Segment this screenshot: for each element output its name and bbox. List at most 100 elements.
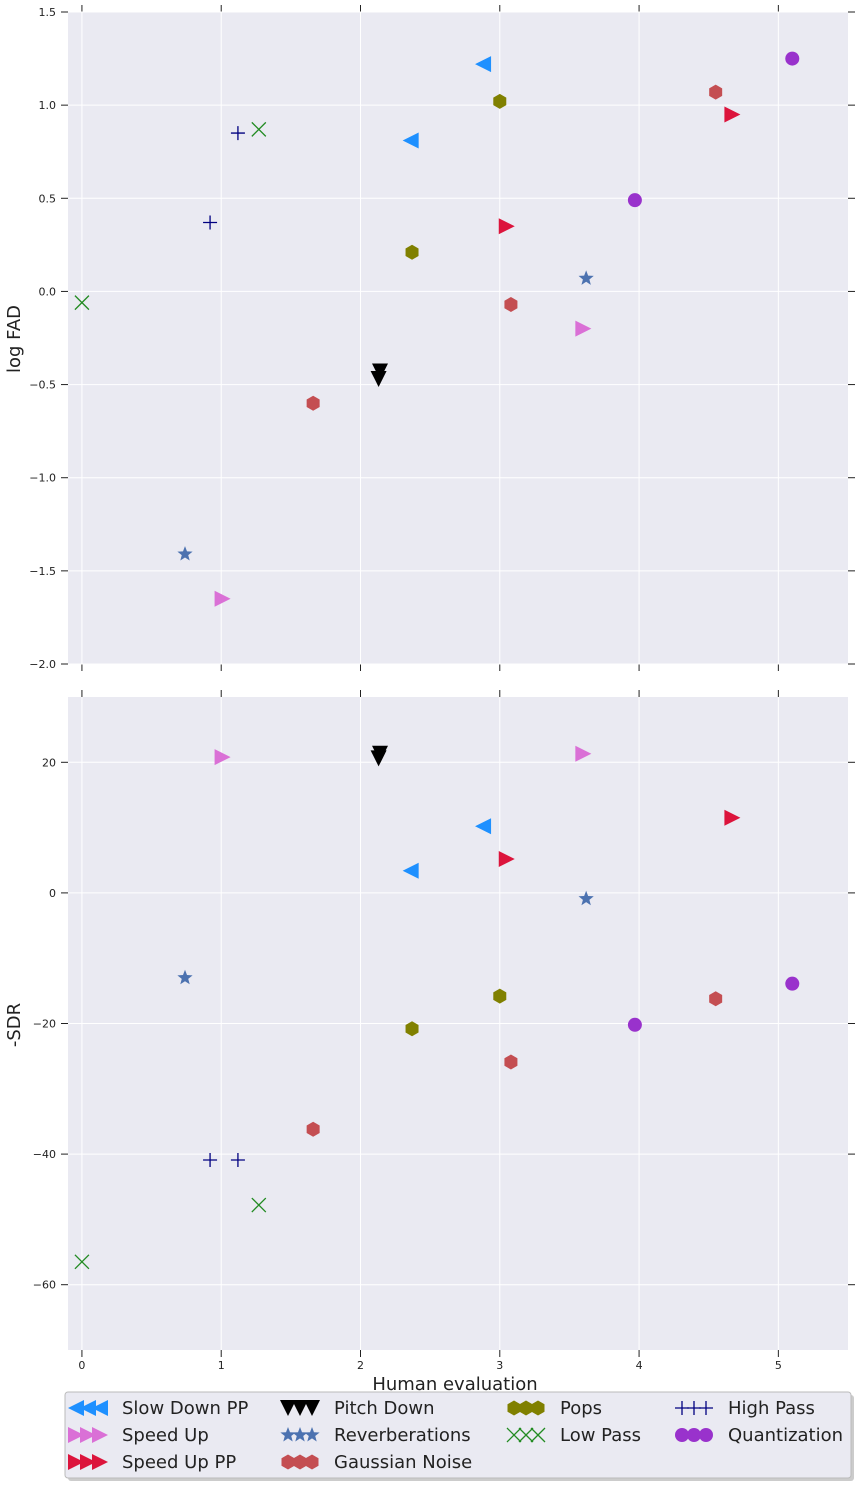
legend-label-pops: Pops	[560, 1398, 602, 1419]
legend-marker-pops	[531, 1400, 545, 1416]
legend-marker-speed-up	[68, 1427, 84, 1443]
y-tick-label: 0.5	[39, 192, 57, 205]
y-tick-label: −1.5	[29, 565, 56, 578]
legend-label-gaussian-noise: Gaussian Noise	[334, 1452, 472, 1473]
legend-marker-high-pass	[687, 1401, 701, 1415]
legend-label-speed-up-pp: Speed Up PP	[122, 1452, 236, 1473]
legend-marker-high-pass	[699, 1401, 713, 1415]
legend-marker-pops	[507, 1400, 521, 1416]
data-point-quantization	[627, 1017, 642, 1032]
legend-marker-reverberations	[280, 1427, 296, 1442]
y-axis-title-log-fad: log FAD	[4, 305, 25, 373]
legend-marker-high-pass	[675, 1401, 689, 1415]
y-tick-label: −20	[33, 1018, 56, 1031]
data-point-speed-up-pp	[724, 809, 741, 826]
legend-marker-pitch-down	[304, 1400, 320, 1416]
legend-marker-slow-down-pp	[80, 1400, 96, 1416]
x-tick-label: 3	[496, 1359, 503, 1372]
data-point-speed-up	[214, 749, 231, 766]
legend-marker-speed-up-pp	[92, 1454, 108, 1470]
legend: Slow Down PP Speed Up Speed Up PP Pitch Dow…	[64, 1391, 854, 1481]
data-point-gaussian-noise	[306, 395, 320, 411]
data-point-pops	[493, 988, 507, 1004]
data-point-reverberations	[177, 546, 193, 561]
data-point-slow-down-pp	[402, 862, 419, 879]
legend-marker-speed-up-pp	[68, 1454, 84, 1470]
legend-marker-quantization	[687, 1428, 701, 1442]
data-point-speed-up-pp	[498, 850, 515, 867]
legend-marker-gaussian-noise	[293, 1454, 307, 1470]
data-point-high-pass	[203, 1152, 218, 1167]
data-point-low-pass	[74, 295, 90, 311]
data-point-quantization	[627, 193, 642, 208]
legend-marker-slow-down-pp	[68, 1400, 84, 1416]
legend-marker-low-pass	[530, 1427, 546, 1443]
data-point-speed-up-pp	[724, 106, 741, 123]
x-axis-title: Human evaluation	[372, 1374, 537, 1395]
data-point-speed-up-pp	[498, 218, 515, 235]
y-tick-label: −60	[33, 1279, 56, 1292]
legend-marker-pitch-down	[292, 1400, 308, 1416]
legend-label-quantization: Quantization	[728, 1425, 843, 1446]
data-point-speed-up	[214, 590, 231, 607]
y-tick-label: −40	[33, 1148, 56, 1161]
legend-marker-quantization	[699, 1428, 713, 1442]
data-point-low-pass	[251, 1197, 267, 1213]
legend-label-low-pass: Low Pass	[560, 1425, 641, 1446]
data-point-reverberations	[578, 270, 594, 285]
x-tick-label: 0	[78, 1359, 85, 1372]
y-tick-label: 0	[49, 887, 56, 900]
data-point-pitch-down	[370, 750, 387, 767]
data-point-pops	[405, 244, 419, 260]
legend-label-pitch-down: Pitch Down	[334, 1398, 435, 1419]
x-tick-label: 2	[357, 1359, 364, 1372]
data-point-high-pass	[203, 215, 218, 230]
data-point-gaussian-noise	[709, 991, 723, 1007]
legend-marker-speed-up-pp	[80, 1454, 96, 1470]
legend-box	[64, 1391, 852, 1479]
legend-marker-gaussian-noise	[305, 1454, 319, 1470]
data-point-reverberations	[177, 969, 193, 985]
data-point-reverberations	[578, 890, 594, 906]
data-point-slow-down-pp	[475, 818, 492, 835]
data-point-gaussian-noise	[306, 1121, 320, 1137]
y-tick-label: −2.0	[29, 658, 56, 671]
legend-marker-reverberations	[304, 1427, 320, 1442]
legend-label-reverberations: Reverberations	[334, 1425, 471, 1446]
data-point-high-pass	[230, 1152, 245, 1167]
legend-label-speed-up: Speed Up	[122, 1425, 209, 1446]
legend-marker-quantization	[675, 1428, 689, 1442]
data-point-quantization	[785, 51, 800, 66]
data-point-speed-up	[575, 320, 592, 337]
legend-label-high-pass: High Pass	[728, 1398, 815, 1419]
y-axis-title-neg-sdr: -SDR	[4, 1003, 25, 1047]
y-tick-label: 20	[42, 756, 56, 769]
panel-log-fad: 1.5 1.0 0.5 0.0 −0.5 −1.0 −1.5 −2.0	[29, 5, 855, 671]
x-tick-label: 5	[775, 1359, 782, 1372]
y-tick-label: 1.5	[39, 6, 57, 19]
x-tick-label: 4	[636, 1359, 643, 1372]
data-point-low-pass	[74, 1254, 90, 1270]
data-point-slow-down-pp	[475, 56, 492, 73]
data-point-low-pass	[251, 121, 267, 137]
data-point-gaussian-noise	[504, 296, 518, 312]
plot-background	[68, 12, 848, 664]
legend-marker-pitch-down	[280, 1400, 296, 1416]
y-tick-label: 1.0	[39, 99, 57, 112]
data-point-high-pass	[230, 126, 245, 141]
legend-label-slow-down-pp: Slow Down PP	[122, 1398, 248, 1419]
legend-marker-slow-down-pp	[92, 1400, 108, 1416]
legend-marker-low-pass	[506, 1427, 522, 1443]
data-point-gaussian-noise	[709, 84, 723, 100]
legend-marker-pops	[519, 1400, 533, 1416]
y-tick-label: −1.0	[29, 472, 56, 485]
legend-marker-speed-up	[92, 1427, 108, 1443]
data-point-pitch-down	[370, 370, 387, 387]
data-point-pops	[405, 1021, 419, 1037]
data-point-pops	[493, 93, 507, 109]
panel-neg-sdr: 0 1 2 3 4 5 20 0 −20 −40 −60	[33, 690, 855, 1372]
y-tick-label: −0.5	[29, 379, 56, 392]
data-point-gaussian-noise	[504, 1054, 518, 1070]
legend-marker-low-pass	[518, 1427, 534, 1443]
